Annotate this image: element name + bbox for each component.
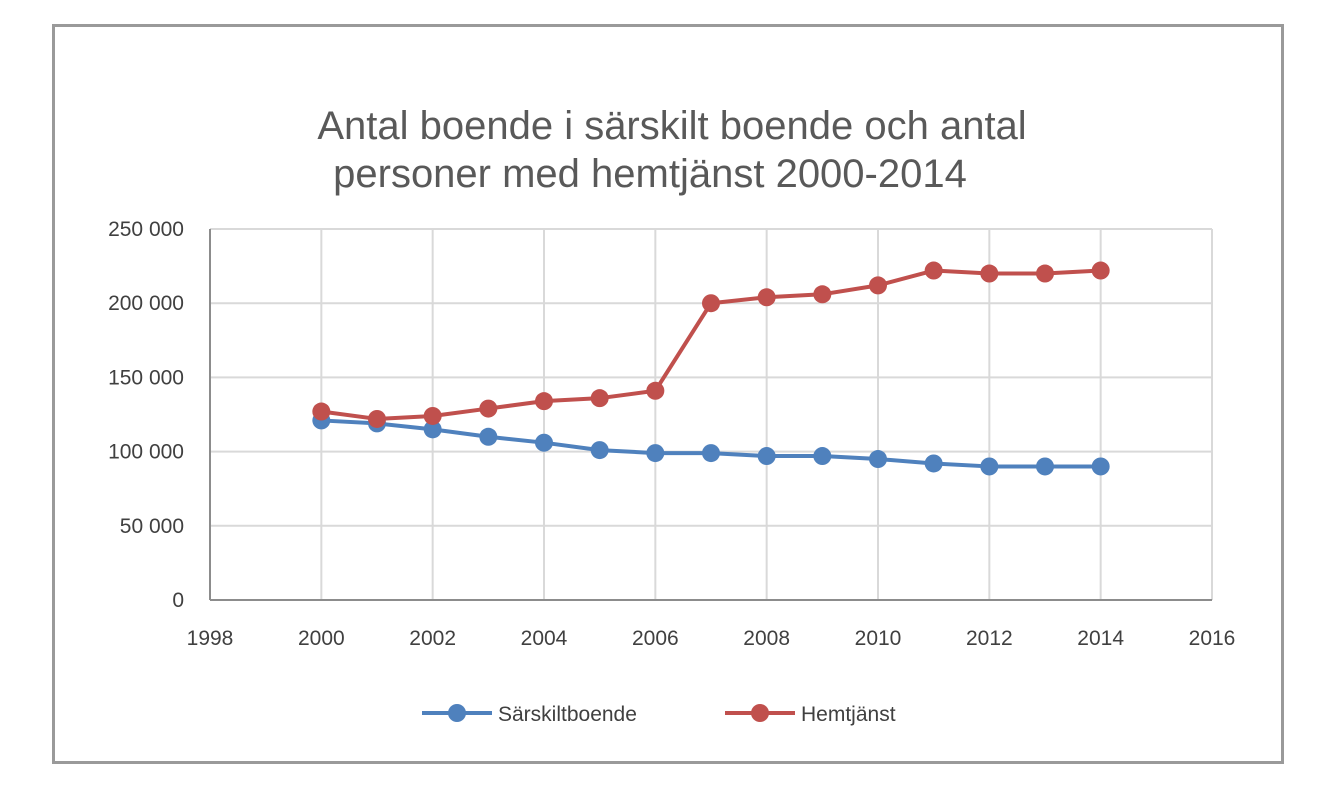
series-0-point — [980, 457, 999, 476]
y-tick-label: 50 000 — [120, 515, 184, 538]
series-1-point — [757, 288, 776, 307]
series-0-point — [1091, 457, 1110, 476]
y-tick-label: 200 000 — [108, 292, 184, 315]
series-0-point — [590, 441, 609, 460]
x-tick-label: 2002 — [409, 627, 456, 650]
y-tick-label: 0 — [172, 589, 184, 612]
chart-title-line-2: personer med hemtjänst 2000-2014 — [333, 152, 967, 196]
series-1-point — [1036, 264, 1054, 283]
series-1-point — [368, 409, 386, 428]
series-1-point — [423, 406, 442, 425]
y-tick-label: 150 000 — [108, 366, 184, 389]
series-0-point — [813, 447, 832, 466]
series-1-point — [869, 276, 887, 295]
legend-label-0: Särskiltboende — [498, 703, 637, 726]
chart-svg: Antal boende i särskilt boende och antal… — [108, 104, 1235, 726]
x-tick-label: 2012 — [966, 627, 1013, 650]
series-0-point — [702, 444, 720, 463]
series-1-point — [702, 294, 720, 313]
series-1-point — [479, 399, 498, 418]
series-1-point — [924, 261, 943, 280]
chart-frame: Antal boende i särskilt boende och antal… — [52, 24, 1284, 764]
x-tick-label: 2004 — [521, 627, 568, 650]
series-1-point — [590, 389, 609, 408]
series-0-point — [869, 450, 887, 469]
x-tick-label: 2014 — [1077, 627, 1124, 650]
series-1-point — [1091, 261, 1110, 280]
x-tick-label: 1998 — [187, 627, 234, 650]
series-0-point — [1036, 457, 1054, 476]
chart-title-line-1: Antal boende i särskilt boende och antal — [317, 104, 1026, 148]
series-0-point — [479, 427, 498, 446]
legend-label-1: Hemtjänst — [801, 703, 896, 726]
series-1-point — [312, 402, 331, 421]
x-tick-label: 2010 — [855, 627, 902, 650]
series-0-point — [423, 420, 442, 439]
legend-marker-1 — [751, 704, 769, 722]
series-0-point — [924, 454, 943, 473]
series-line-1 — [321, 268, 1101, 421]
series-1-point — [813, 285, 832, 304]
y-tick-label: 100 000 — [108, 441, 184, 464]
series-1-point — [646, 381, 665, 400]
legend: Särskiltboende Hemtjänst — [422, 703, 896, 726]
series-0-point — [646, 444, 665, 463]
x-tick-label: 2008 — [743, 627, 790, 650]
series-0-point — [535, 433, 553, 452]
x-tick-label: 2016 — [1189, 627, 1236, 650]
series-0-point — [757, 447, 776, 466]
y-tick-label: 250 000 — [108, 218, 184, 241]
series-1-point — [535, 392, 553, 411]
plot-area: 0 50 000 100 000 150 000 200 000 250 000 1998 2… — [108, 218, 1235, 650]
x-tick-label: 2000 — [298, 627, 345, 650]
x-tick-label: 2006 — [632, 627, 679, 650]
legend-marker-0 — [448, 704, 466, 722]
series-1-point — [980, 264, 999, 283]
